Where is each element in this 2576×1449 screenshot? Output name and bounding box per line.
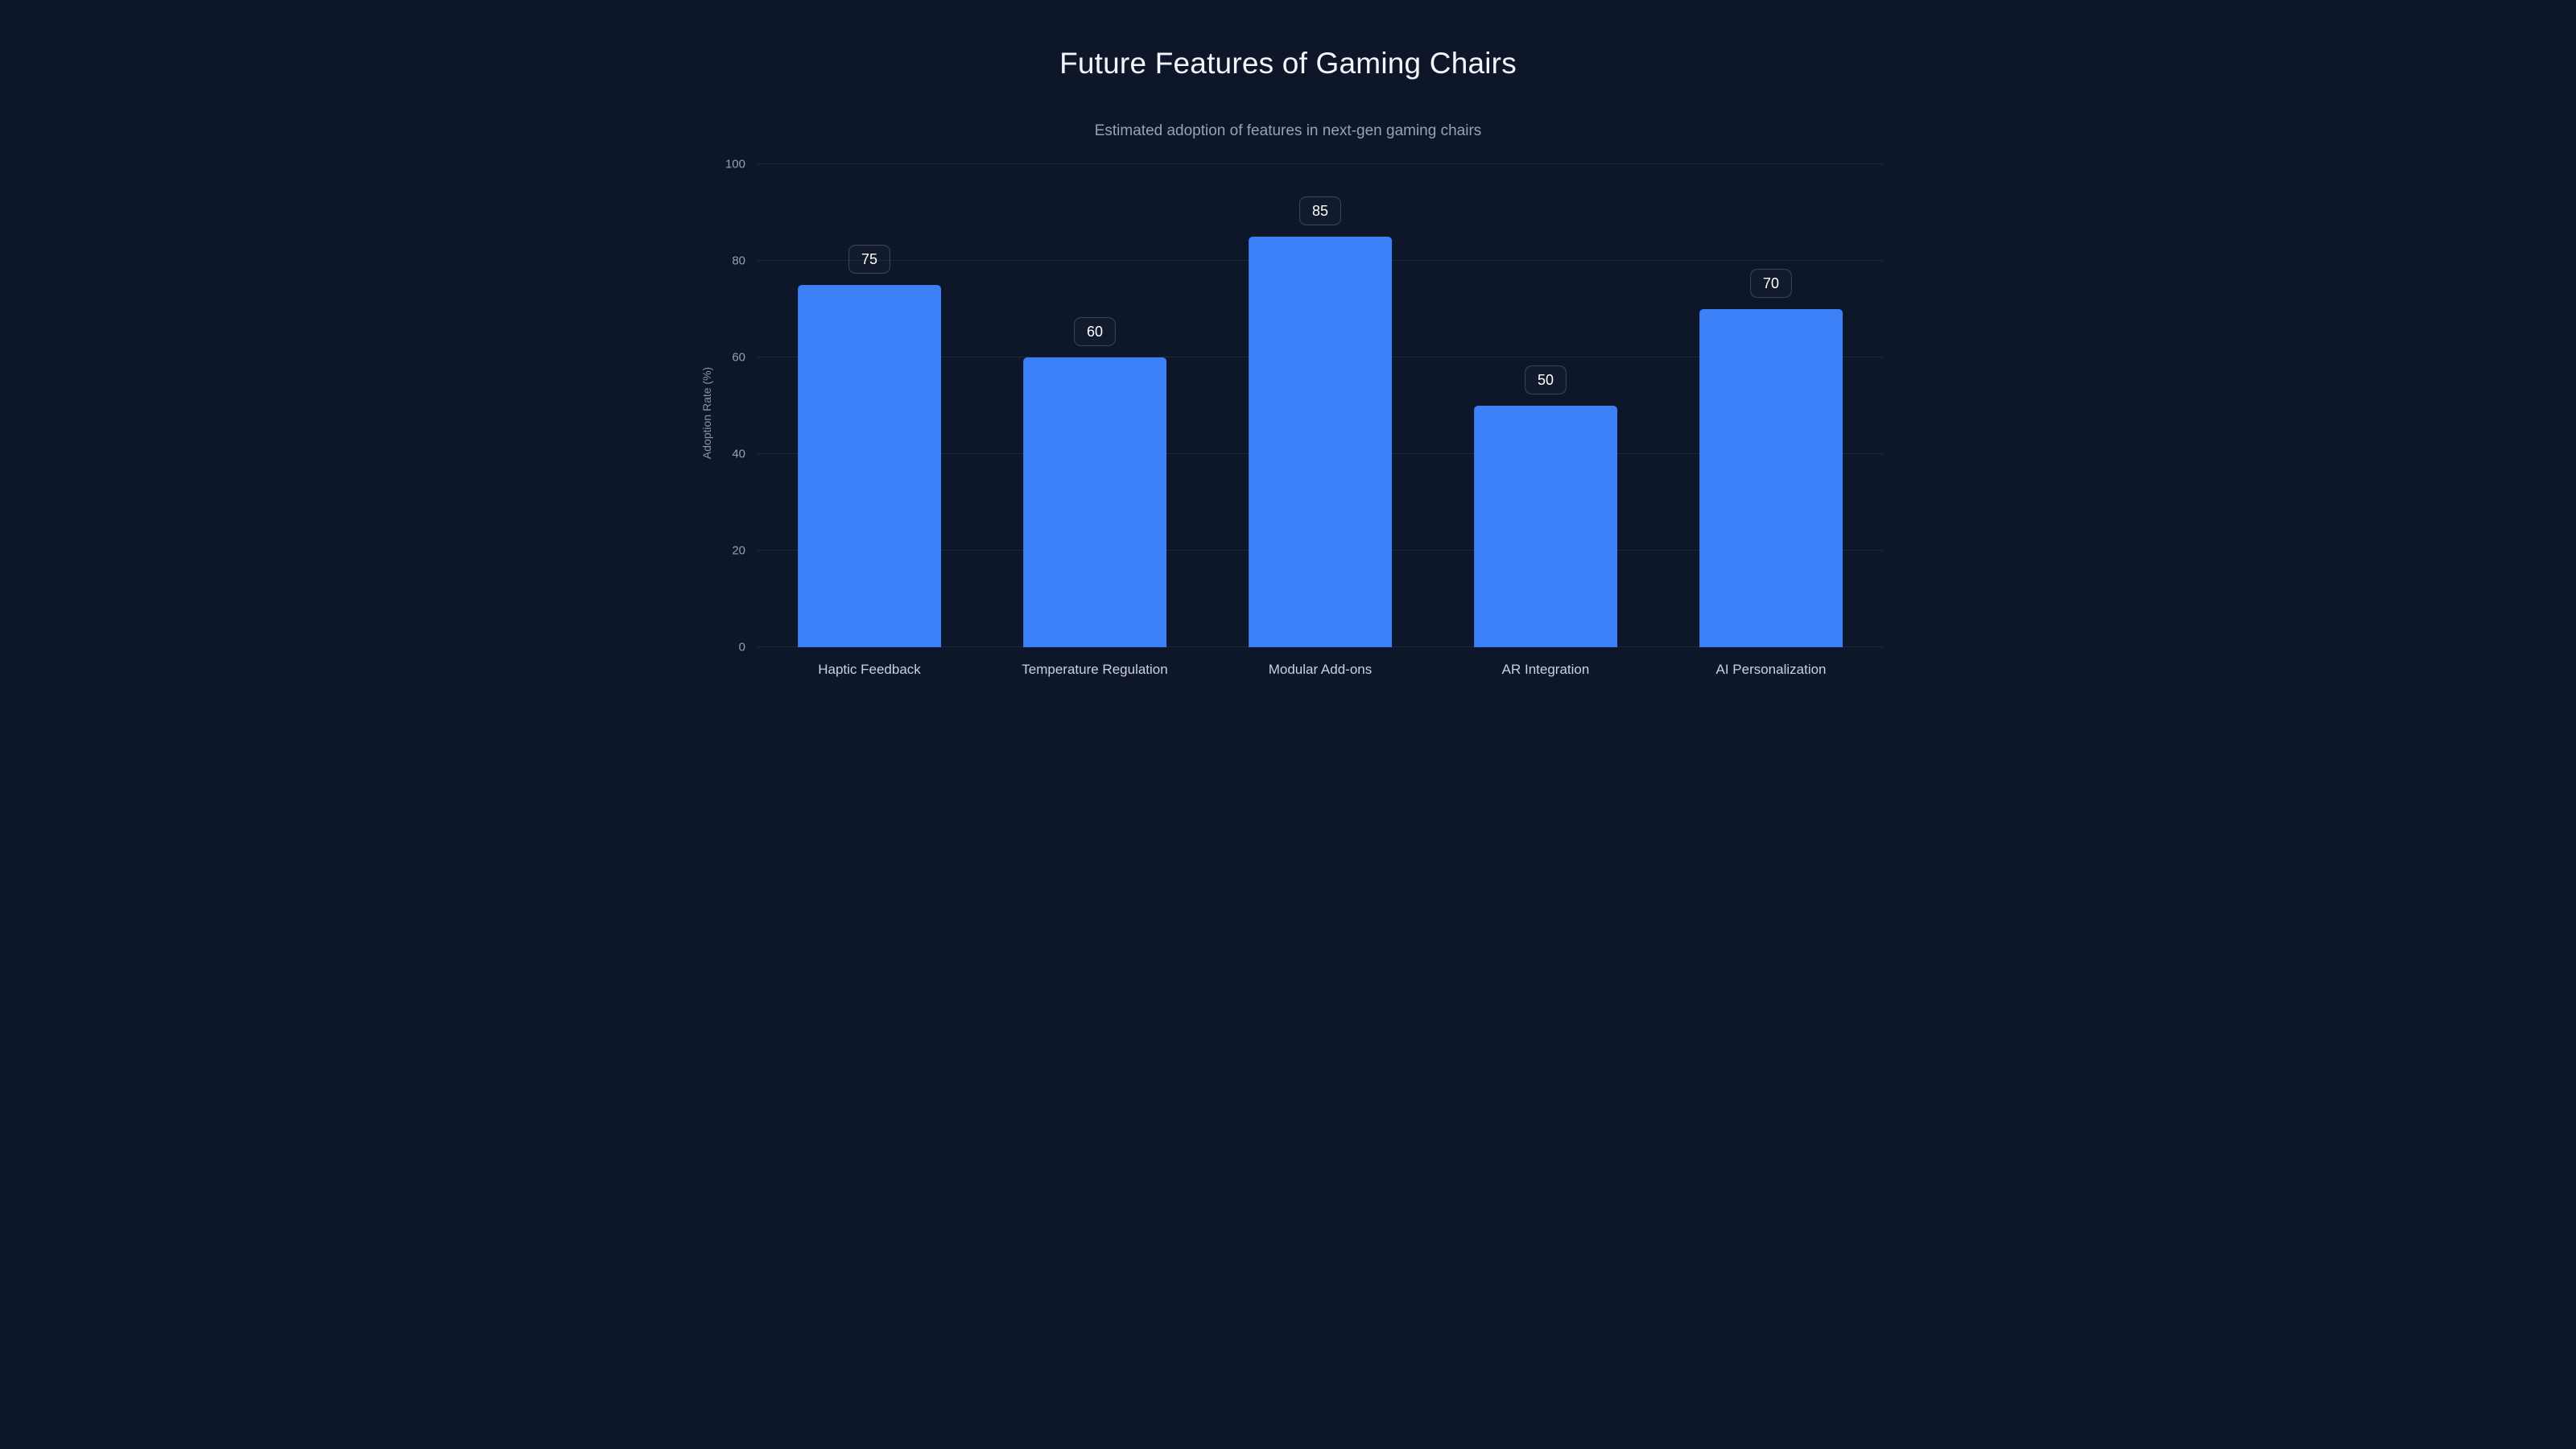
bar-chart: Future Features of Gaming Chairs Estimat… bbox=[644, 0, 1932, 724]
plot-area: 0 20 40 60 80 100 75 Haptic Feedback 60 Temperatu… bbox=[725, 158, 1884, 677]
bars-container: 75 Haptic Feedback 60 Temperature Regulatio… bbox=[757, 164, 1884, 677]
bar-slot: 85 Modular Add-ons bbox=[1208, 164, 1433, 677]
y-tick-label: 60 bbox=[732, 350, 745, 365]
x-category-label: Haptic Feedback bbox=[818, 662, 921, 677]
bar-slot: 50 AR Integration bbox=[1433, 164, 1658, 677]
y-tick-label: 0 bbox=[738, 640, 745, 654]
y-tick-label: 100 bbox=[724, 157, 745, 171]
value-badge: 75 bbox=[848, 245, 891, 274]
value-badge: 70 bbox=[1749, 269, 1793, 298]
bar bbox=[1474, 406, 1617, 647]
y-tick-label: 80 bbox=[732, 254, 745, 268]
value-badge: 85 bbox=[1298, 196, 1342, 225]
y-axis-title: Adoption Rate (%) bbox=[700, 366, 713, 460]
bar-slot: 70 AI Personalization bbox=[1658, 164, 1884, 677]
bar bbox=[1699, 309, 1843, 647]
x-category-label: Modular Add-ons bbox=[1268, 662, 1373, 677]
x-category-label: AR Integration bbox=[1501, 662, 1590, 677]
bar bbox=[798, 285, 941, 647]
x-category-label: Temperature Regulation bbox=[1022, 662, 1168, 677]
chart-title: Future Features of Gaming Chairs bbox=[1059, 47, 1517, 80]
y-tick-label: 40 bbox=[732, 447, 745, 461]
x-category-label: AI Personalization bbox=[1715, 662, 1827, 677]
chart-subtitle: Estimated adoption of features in next-g… bbox=[1094, 122, 1482, 139]
bar-slot: 75 Haptic Feedback bbox=[757, 164, 982, 677]
value-badge: 50 bbox=[1524, 365, 1567, 394]
gridline bbox=[757, 163, 1884, 164]
value-badge: 60 bbox=[1073, 317, 1117, 346]
bar bbox=[1249, 237, 1392, 647]
bar bbox=[1023, 357, 1166, 647]
y-tick-label: 20 bbox=[732, 543, 745, 558]
bar-slot: 60 Temperature Regulation bbox=[982, 164, 1208, 677]
